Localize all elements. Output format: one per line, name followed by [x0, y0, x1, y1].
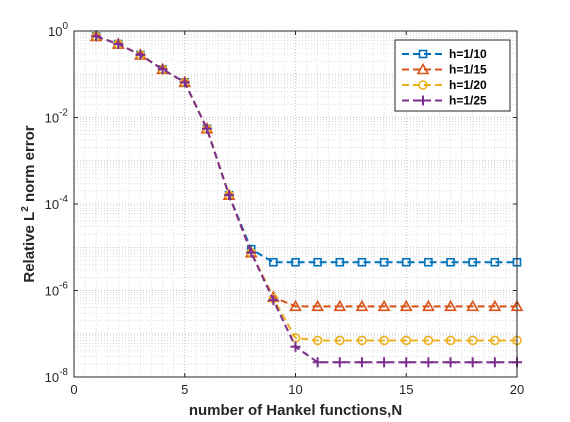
- data-point: [357, 335, 367, 346]
- y-tick-label: 100: [48, 21, 68, 39]
- legend-entry: h=1/10: [402, 47, 487, 61]
- data-point: [379, 257, 389, 267]
- data-point: [468, 257, 478, 267]
- legend-entry: h=1/20: [402, 78, 487, 92]
- data-point: [377, 299, 391, 312]
- data-point: [488, 299, 502, 312]
- x-tick-label: 0: [70, 382, 77, 397]
- data-point: [490, 257, 500, 267]
- data-point: [157, 64, 168, 75]
- y-tick-label: 10-6: [45, 281, 69, 299]
- data-point: [445, 335, 456, 346]
- data-point: [401, 357, 412, 368]
- data-point: [357, 257, 367, 267]
- legend-marker: [418, 49, 428, 59]
- y-axis-label-rest: norm error: [21, 125, 38, 206]
- x-tick-label: 5: [181, 382, 188, 397]
- y-axis-label-main: Relative L: [21, 212, 38, 283]
- legend-label: h=1/10: [449, 47, 487, 61]
- data-point: [424, 257, 433, 267]
- data-point: [444, 299, 457, 312]
- data-point: [446, 257, 455, 267]
- legend-entry: h=1/15: [402, 63, 487, 77]
- data-point: [268, 295, 279, 306]
- data-point: [335, 257, 345, 267]
- legend-label: h=1/20: [449, 78, 487, 92]
- data-point: [290, 341, 301, 352]
- data-point: [401, 335, 412, 346]
- data-point: [467, 335, 478, 346]
- data-point: [291, 257, 300, 267]
- data-point: [399, 299, 413, 312]
- series-4: [91, 31, 522, 368]
- legend-label: h=1/15: [449, 63, 487, 77]
- data-point: [224, 190, 235, 201]
- x-tick-label: 20: [510, 382, 524, 397]
- legend-entry: h=1/25: [402, 94, 487, 108]
- data-point: [312, 357, 323, 368]
- data-point: [423, 357, 434, 368]
- data-point: [379, 357, 390, 368]
- data-point: [179, 77, 190, 88]
- data-point: [201, 123, 212, 134]
- x-axis-label: number of Hankel functions,N: [189, 402, 402, 419]
- data-point: [467, 357, 478, 368]
- data-point: [333, 299, 347, 312]
- data-point: [422, 299, 435, 312]
- data-point: [334, 335, 345, 346]
- y-axis-label: Relative L2 norm error: [20, 125, 38, 282]
- data-point: [356, 357, 367, 368]
- legend-marker: [418, 80, 428, 90]
- series-group: [89, 29, 524, 368]
- data-point: [334, 357, 345, 368]
- data-point: [401, 257, 411, 267]
- data-point: [311, 299, 325, 312]
- data-point: [355, 299, 369, 312]
- data-point: [489, 357, 500, 368]
- y-tick-label: 10-8: [45, 367, 69, 385]
- x-tick-label: 15: [399, 382, 413, 397]
- data-point: [269, 257, 278, 267]
- data-point: [312, 335, 323, 346]
- data-point: [289, 299, 302, 312]
- legend: h=1/10 h=1/15h=1/20 h=1/25: [394, 39, 511, 112]
- data-point: [135, 49, 146, 60]
- data-point: [490, 335, 500, 346]
- y-axis-label-superscript: 2: [20, 206, 31, 212]
- data-point: [379, 335, 389, 346]
- data-point: [423, 335, 434, 346]
- data-point: [91, 31, 102, 42]
- legend-marker: [418, 95, 428, 106]
- data-point: [313, 257, 322, 267]
- data-point: [445, 357, 456, 368]
- legend-marker: [416, 62, 430, 75]
- legend-label: h=1/25: [449, 94, 487, 108]
- y-tick-label: 10-2: [45, 108, 69, 126]
- data-point: [246, 247, 257, 258]
- x-tick-label: 10: [288, 382, 302, 397]
- ticks: 0 5 10 15 20 100 10-2 10-4 10-6 10-8: [45, 21, 525, 397]
- data-point: [466, 299, 480, 312]
- legend-box: [394, 39, 511, 112]
- data-point: [113, 39, 124, 50]
- y-tick-label: 10-4: [45, 194, 69, 212]
